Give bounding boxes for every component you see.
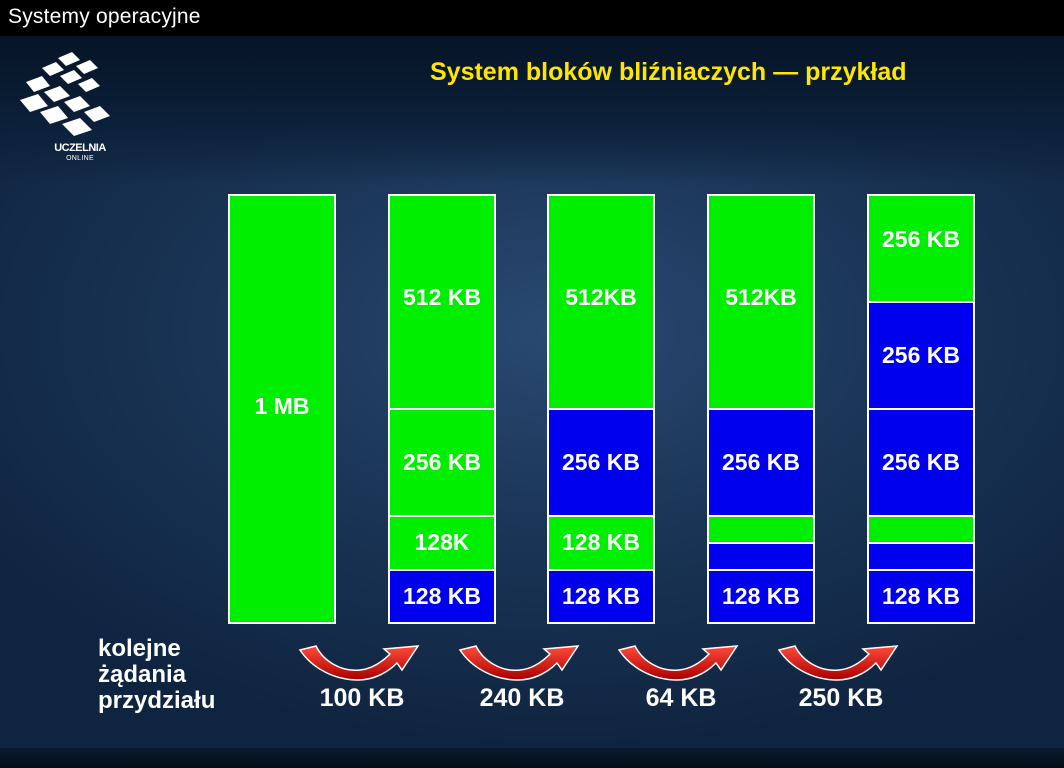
top-bar: Systemy operacyjne [0, 0, 1064, 36]
request-amount: 100 KB [319, 684, 405, 712]
memory-column: 256 KB 256 KB 256 KB 128 KB [867, 194, 975, 624]
free-memory-block: 256 KB [388, 408, 496, 517]
allocated-memory-block: 256 KB [867, 408, 975, 517]
curved-arrow-icon [777, 645, 899, 681]
free-memory-block [707, 515, 815, 544]
requests-label-line: żądania [98, 661, 187, 688]
block-size-label: 128 KB [562, 529, 640, 556]
block-size-label: 1 MB [254, 392, 310, 419]
block-size-label: 256 KB [882, 449, 960, 475]
logo-subtext: ONLINE [66, 155, 94, 162]
allocated-memory-block [867, 541, 975, 571]
block-size-label: 256 KB [882, 342, 960, 368]
header-band [0, 36, 1064, 186]
bottom-bar [0, 748, 1064, 768]
block-size-label: 128K [414, 529, 470, 556]
block-size-label: 512KB [565, 283, 637, 310]
block-size-label: 128 KB [882, 582, 960, 609]
memory-column: 512KB 256 KB 128 KB [707, 194, 815, 624]
curved-arrow-icon [617, 645, 739, 681]
request-amount: 240 KB [479, 684, 565, 712]
curved-arrow-icon [298, 645, 420, 681]
requests-label-line: kolejne [98, 635, 181, 662]
block-size-label: 512KB [725, 283, 797, 310]
allocated-memory-block [707, 541, 815, 571]
allocated-memory-block: 128 KB [707, 568, 815, 624]
block-size-label: 512 KB [403, 283, 481, 310]
memory-column: 512 KB 256 KB 128K 128 KB [388, 194, 496, 624]
free-memory-block: 256 KB [867, 194, 975, 303]
requests-label-line: przydziału [98, 687, 216, 714]
free-memory-block: 1 MB [228, 194, 336, 624]
allocated-memory-block: 128 KB [388, 568, 496, 624]
free-memory-block: 512KB [547, 194, 655, 410]
allocated-memory-block: 128 KB [547, 568, 655, 624]
free-memory-block: 512 KB [388, 194, 496, 410]
block-size-label: 128 KB [403, 582, 481, 609]
request-amount: 64 KB [645, 684, 717, 712]
memory-column: 1 MB [228, 194, 336, 624]
allocated-memory-block: 256 KB [867, 301, 975, 410]
course-title: Systemy operacyjne [8, 5, 201, 28]
block-size-label: 256 KB [882, 225, 960, 252]
free-memory-block [867, 515, 975, 544]
curved-arrow-icon [458, 645, 580, 681]
logo-text: UCZELNIA [54, 142, 106, 154]
free-memory-block: 128 KB [547, 515, 655, 571]
block-size-label: 256 KB [562, 449, 640, 475]
free-memory-block: 512KB [707, 194, 815, 410]
block-size-label: 128 KB [562, 582, 640, 609]
uczelnia-logo-icon [20, 52, 110, 136]
request-amount: 250 KB [798, 684, 884, 712]
allocated-memory-block: 256 KB [707, 408, 815, 517]
slide-title: System bloków bliźniaczych — przykład [430, 58, 907, 86]
requests-label: kolejne żądania przydziału [98, 636, 215, 714]
block-size-label: 256 KB [722, 449, 800, 475]
block-size-label: 128 KB [722, 582, 800, 609]
allocated-memory-block: 256 KB [547, 408, 655, 517]
memory-column: 512KB 256 KB 128 KB 128 KB [547, 194, 655, 624]
allocated-memory-block: 128 KB [867, 568, 975, 624]
free-memory-block: 128K [388, 515, 496, 571]
block-size-label: 256 KB [403, 449, 481, 475]
